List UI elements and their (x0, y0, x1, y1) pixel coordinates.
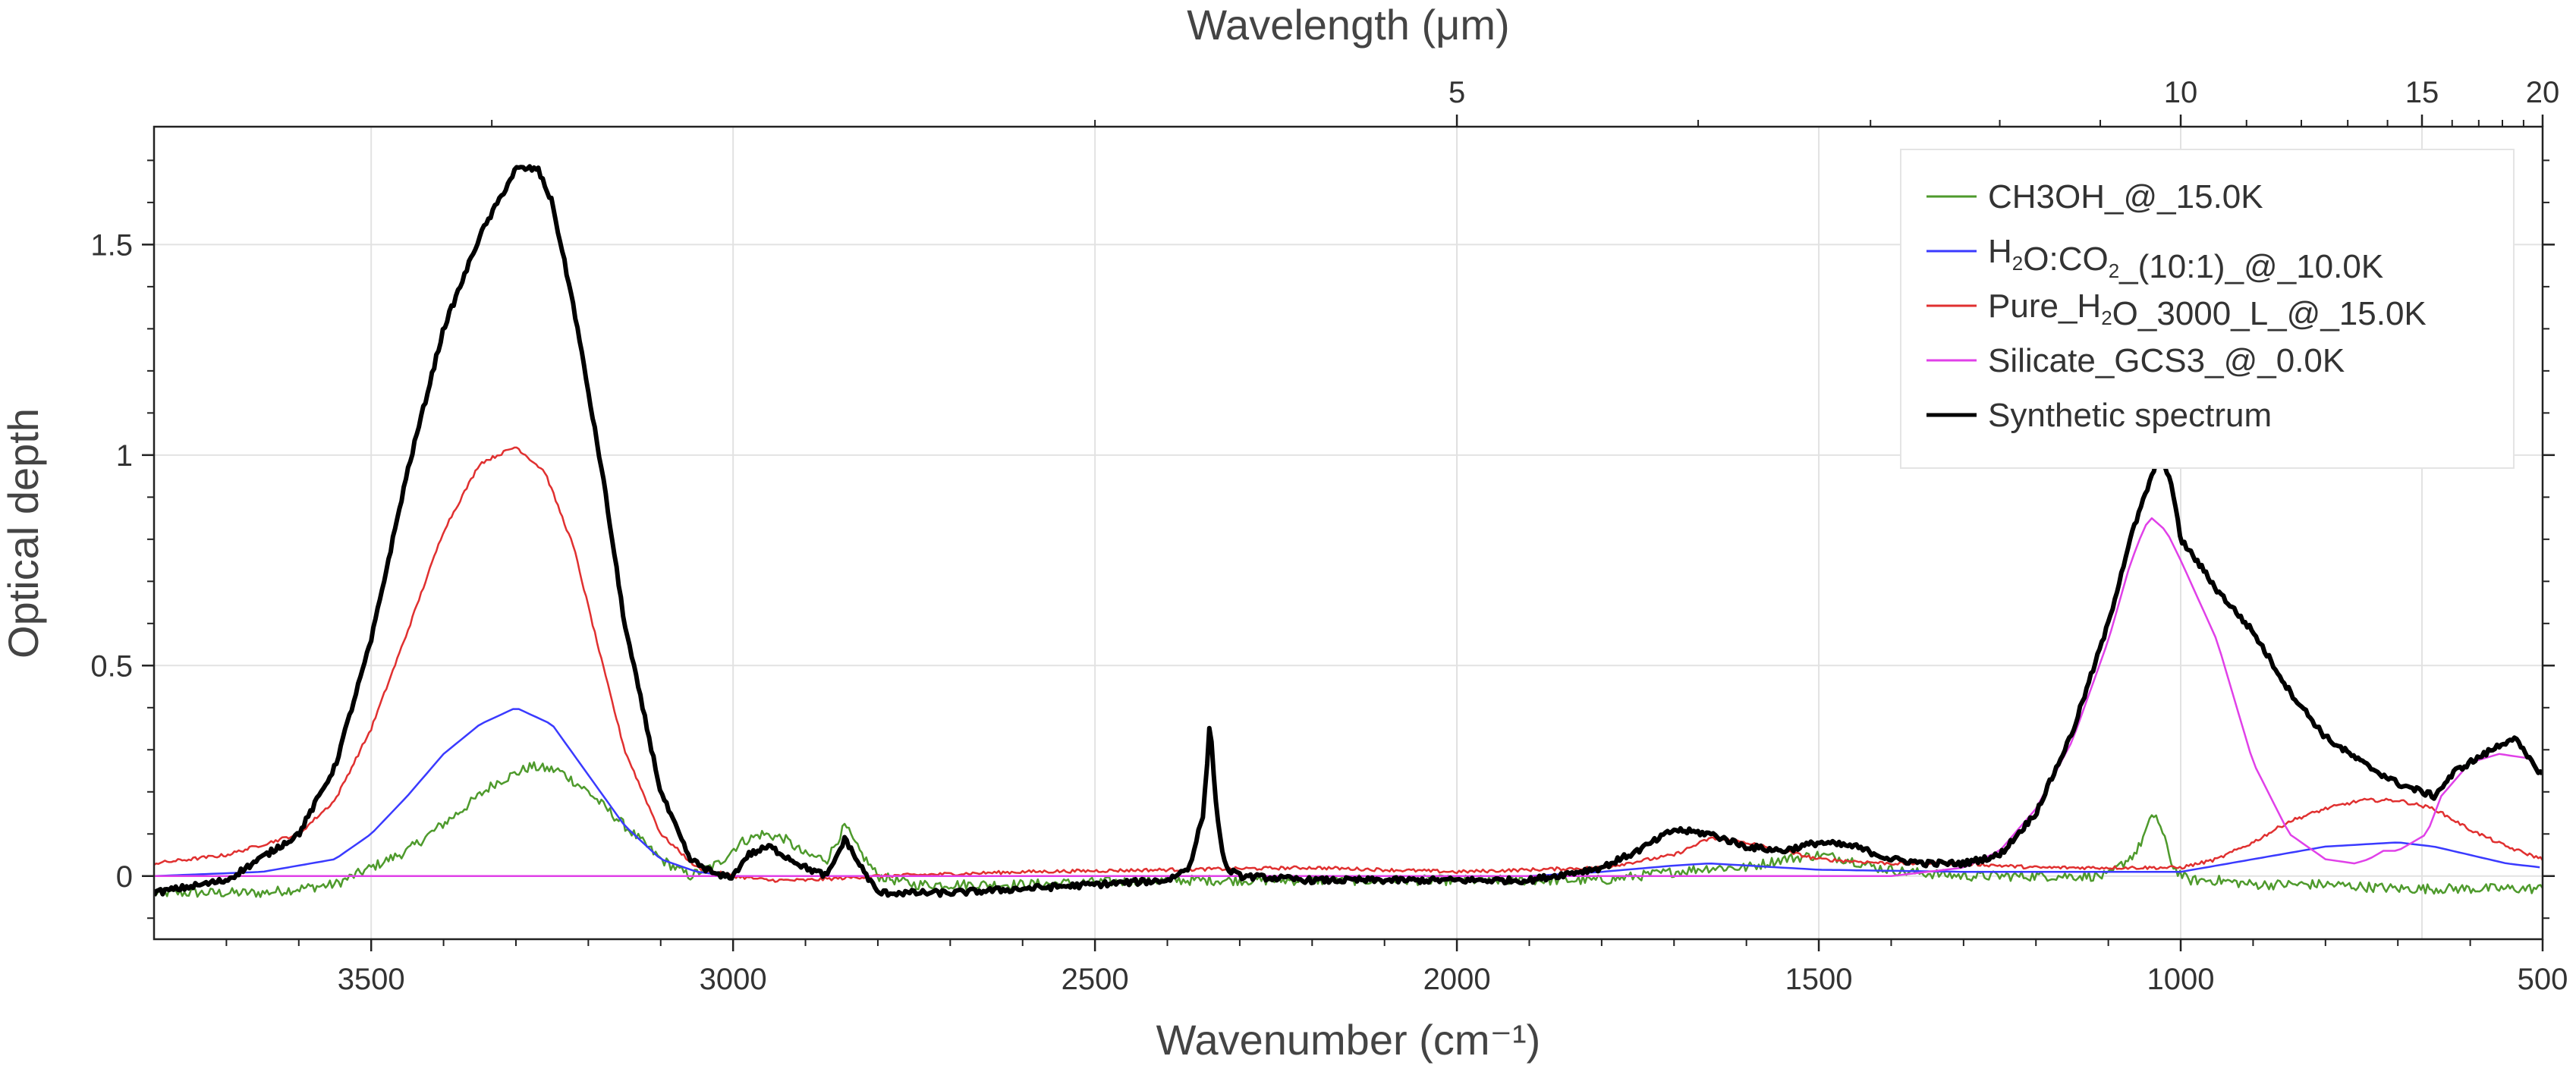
legend-label: H2O:CO2_(10:1)_@_10.0K (1988, 233, 2383, 285)
x-tick-label-top: 5 (1448, 76, 1465, 109)
x-tick-label-top: 20 (2526, 76, 2560, 109)
series-layer (154, 164, 2543, 898)
ticks-layer: 3500 3000 2500 2000 1500 1000 500 5 10 15 20 0 0.5 1 1… (90, 76, 2568, 996)
x-tick-label-bottom: 1000 (2147, 963, 2215, 996)
legend-label: CH3OH_@_15.0K (1988, 178, 2263, 215)
x-tick-label-bottom: 1500 (1785, 963, 1853, 996)
x-tick-label-top: 15 (2405, 76, 2439, 109)
x-tick-label-bottom: 2500 (1062, 963, 1129, 996)
x-tick-label-bottom: 3500 (338, 963, 405, 996)
x-tick-label-bottom: 500 (2518, 963, 2568, 996)
y-tick-label: 1 (116, 439, 133, 473)
x-tick-label-top: 10 (2164, 76, 2198, 109)
y-tick-label: 1.5 (90, 228, 133, 262)
x-axis-title-bottom: Wavenumber (cm⁻¹) (1156, 1016, 1541, 1064)
legend-box (1900, 149, 2515, 469)
series-line (154, 164, 2543, 898)
y-tick-label: 0.5 (90, 649, 133, 683)
x-tick-label-bottom: 3000 (700, 963, 767, 996)
x-tick-label-bottom: 2000 (1423, 963, 1491, 996)
y-axis-title: Optical depth (0, 408, 47, 659)
legend: CH3OH_@_15.0K H2O:CO2_(10:1)_@_10.0KPure_… (1900, 149, 2515, 469)
series-line (154, 446, 2543, 883)
series-line (154, 517, 2541, 878)
legend-label: Synthetic spectrum (1988, 397, 2272, 434)
legend-label: Silicate_GCS3_@_0.0K (1988, 342, 2345, 379)
y-tick-label: 0 (116, 860, 133, 894)
legend-label: Pure_H2O_3000_L_@_15.0K (1988, 288, 2427, 332)
x-axis-title-top: Wavelength (μm) (1187, 1, 1509, 49)
plot-frame (153, 125, 2544, 941)
series-line (154, 708, 2540, 878)
